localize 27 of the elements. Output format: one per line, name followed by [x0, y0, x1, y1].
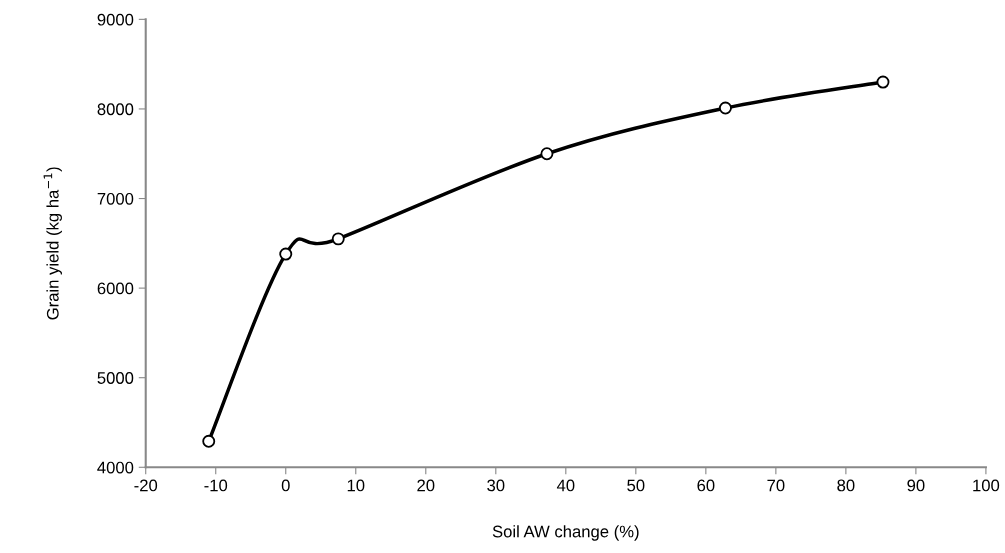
x-tick-label: -10 — [204, 479, 228, 492]
x-tick-label: 0 — [281, 479, 290, 492]
point — [331, 232, 345, 246]
x-tick-label: 10 — [347, 479, 365, 492]
point — [202, 434, 216, 448]
x-axis-title: Soil AW change (%) — [492, 525, 639, 541]
y-tick-label: 5000 — [97, 372, 134, 384]
x-tick-label: 70 — [767, 479, 785, 492]
y-tick-label: 9000 — [97, 13, 134, 26]
x-tick-label: 100 — [973, 479, 1000, 492]
x-tick-label: 20 — [417, 479, 435, 492]
point — [279, 247, 293, 261]
x-tick-label: 30 — [487, 479, 505, 492]
x-tick-label: -20 — [134, 479, 158, 492]
point — [876, 75, 890, 89]
y-tick-label: 7000 — [97, 192, 134, 205]
point — [540, 147, 554, 161]
x-tick-label: 40 — [556, 479, 575, 492]
y-tick-label: 4000 — [97, 461, 134, 474]
x-tick-label: 60 — [697, 479, 715, 492]
x-tick-label: 80 — [837, 479, 855, 492]
y-tick-label: 6000 — [97, 282, 134, 295]
point — [718, 101, 732, 115]
y-axis-title: Grain yield (kg ha$^{−1}$) — [43, 167, 62, 320]
x-tick-label: 90 — [907, 479, 925, 492]
y-tick-label: 8000 — [97, 103, 134, 116]
x-tick-label: 50 — [627, 479, 645, 492]
